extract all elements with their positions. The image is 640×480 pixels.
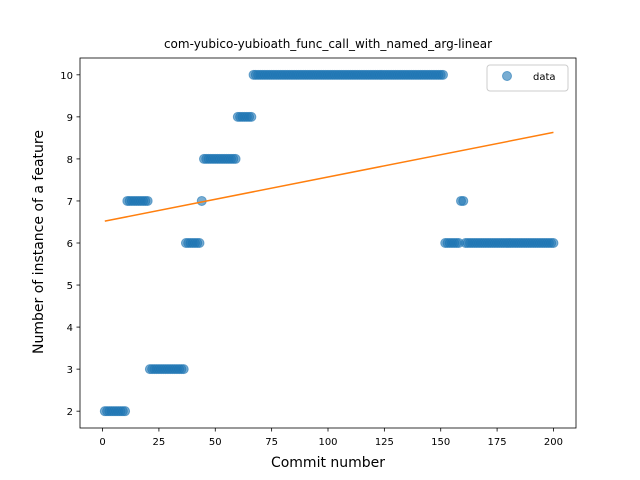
- chart-title: com-yubico-yubioath_func_call_with_named…: [164, 37, 492, 51]
- y-tick-label: 8: [67, 155, 73, 166]
- data-point: [246, 111, 257, 122]
- fit-line: [104, 131, 554, 222]
- data-point: [458, 195, 469, 206]
- legend: data: [486, 64, 569, 92]
- y-tick-label: 10: [60, 71, 73, 82]
- x-tick-label: 25: [153, 437, 166, 448]
- x-axis-label: Commit number: [271, 455, 385, 471]
- y-tick-label: 4: [67, 323, 73, 334]
- x-tick-label: 150: [431, 437, 450, 448]
- y-tick-label: 5: [67, 281, 73, 292]
- data-point: [230, 153, 241, 164]
- data-point: [142, 195, 153, 206]
- data-point: [548, 238, 559, 248]
- data-point: [194, 238, 205, 248]
- x-tick-label: 75: [265, 437, 278, 448]
- legend-box: [486, 64, 569, 92]
- data-point: [437, 69, 448, 80]
- x-tick-label: 125: [375, 437, 394, 448]
- y-tick-label: 9: [67, 113, 73, 124]
- y-tick-label: 7: [67, 197, 73, 208]
- x-tick-label: 50: [209, 437, 222, 448]
- legend-marker-data: [502, 71, 512, 81]
- x-tick-label: 200: [544, 437, 563, 448]
- y-tick-label: 3: [67, 365, 73, 376]
- y-axis-label: Number of instance of a feature: [31, 130, 47, 354]
- x-tick-label: 100: [318, 437, 337, 448]
- x-tick-label: 0: [99, 437, 105, 448]
- y-tick-label: 6: [67, 239, 73, 250]
- data-point: [178, 364, 189, 375]
- y-tick-label: 2: [67, 407, 73, 418]
- axes: 0 25 50 75 100 125 150 175 200 2 3 4 5 6 7 8 9 10: [60, 57, 577, 448]
- plot-area: [99, 69, 559, 417]
- x-tick-label: 175: [488, 437, 507, 448]
- legend-label-data: data: [533, 72, 556, 83]
- data-point: [120, 406, 131, 417]
